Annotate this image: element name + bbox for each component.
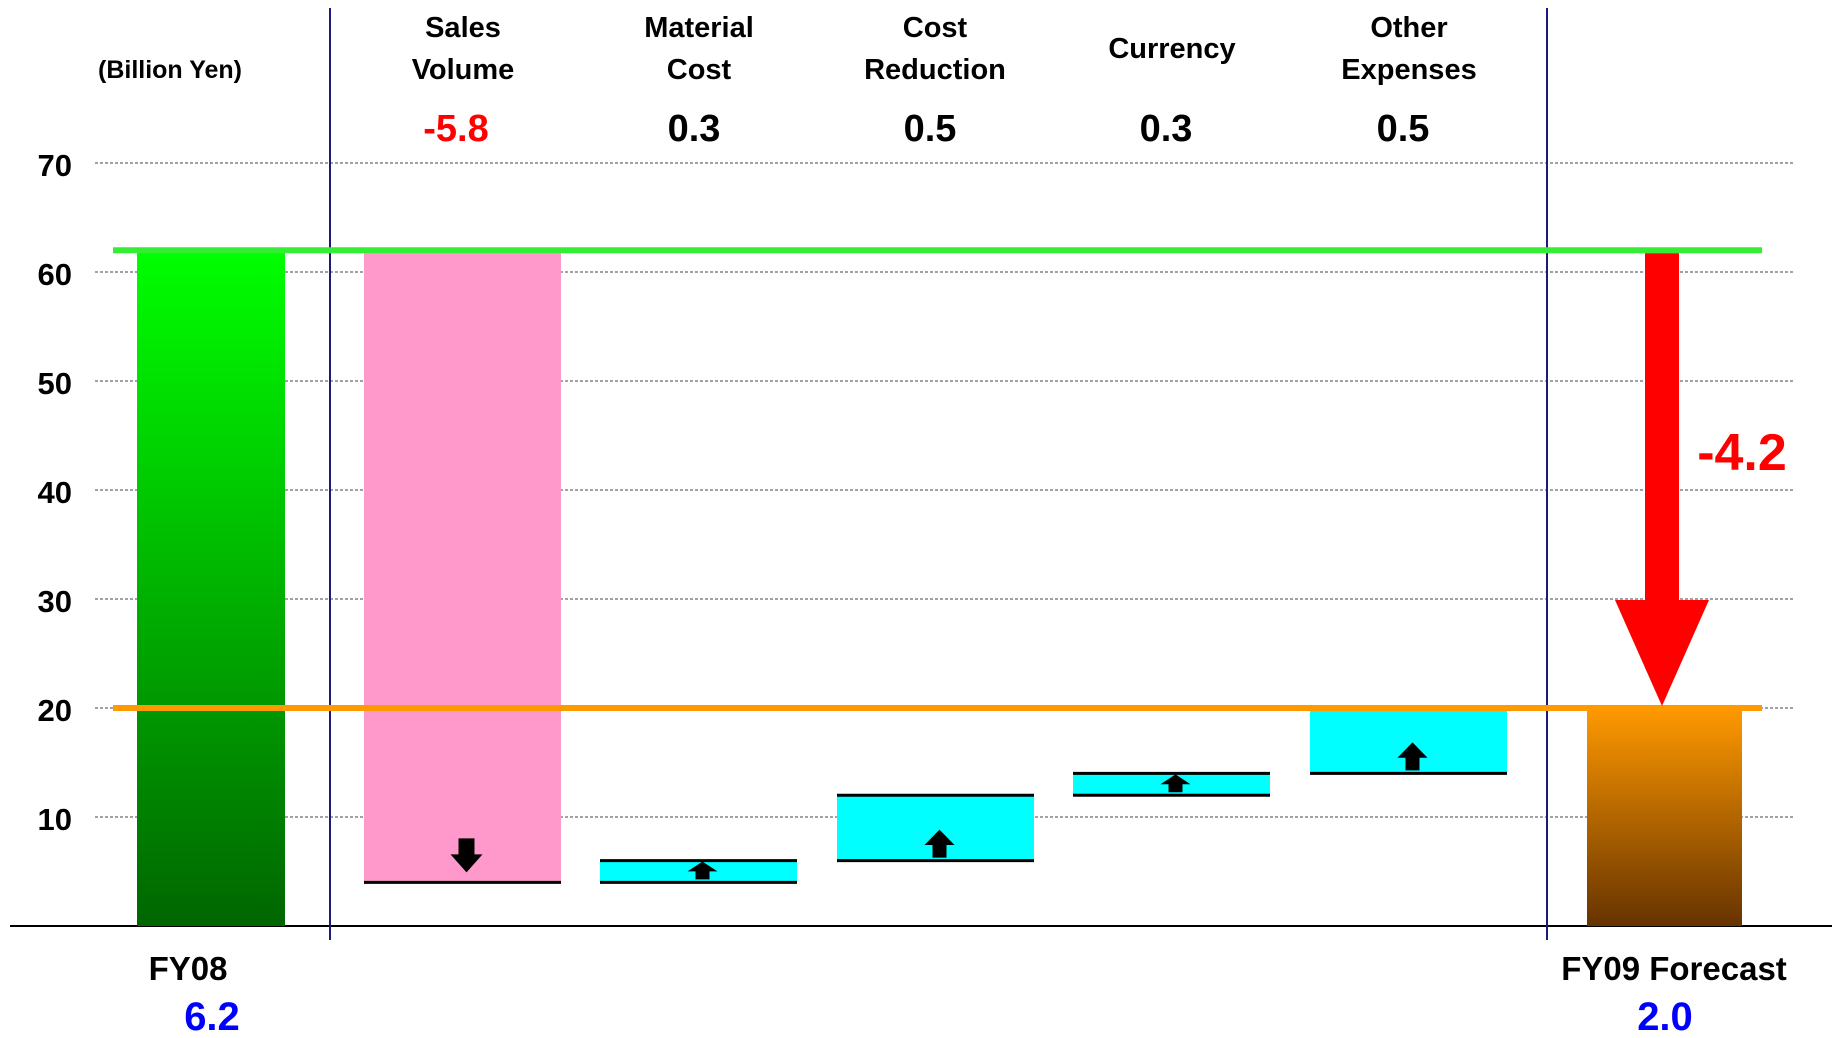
y-tick-label: 30 (38, 584, 72, 619)
up-arrow-icon (1397, 742, 1428, 771)
y-tick-label: 70 (38, 148, 72, 183)
up-arrow-icon (687, 861, 718, 880)
unit-label: (Billion Yen) (98, 56, 242, 84)
start-bar-label: FY08 (149, 950, 228, 987)
down-arrow-icon (450, 838, 483, 873)
delta-label-currency: 0.3 (1140, 108, 1193, 150)
start-bar-value: 6.2 (184, 995, 240, 1038)
y-tick-label: 60 (38, 257, 72, 292)
up-arrow-icon (924, 829, 955, 858)
category-label-cost-reduction: Cost (903, 12, 968, 44)
category-label-currency: Currency (1108, 33, 1235, 65)
y-tick-label: 50 (38, 366, 72, 401)
category-label-material-cost: Cost (667, 54, 732, 86)
reference-lines (113, 247, 1762, 711)
end-bar (1587, 708, 1742, 926)
category-label-sales-volume: Volume (412, 54, 515, 86)
y-tick-label: 20 (38, 693, 72, 728)
category-label-material-cost: Material (644, 12, 754, 44)
category-label-sales-volume: Sales (425, 12, 501, 44)
category-label-other-expenses: Expenses (1341, 54, 1476, 86)
y-tick-label: 10 (38, 802, 72, 837)
delta-label-material-cost: 0.3 (668, 108, 721, 150)
bars (137, 250, 1742, 926)
up-arrow-icon (1160, 774, 1191, 793)
end-bar-value: 2.0 (1637, 995, 1693, 1038)
category-label-other-expenses: Other (1370, 12, 1447, 44)
category-label-cost-reduction: Reduction (864, 54, 1006, 86)
delta-label-other-expenses: 0.5 (1377, 108, 1430, 150)
decrease-arrow-icon (1615, 253, 1709, 706)
delta-label-sales-volume: -5.8 (423, 108, 488, 150)
y-tick-label: 40 (38, 475, 72, 510)
total-change-label: -4.2 (1697, 424, 1787, 482)
start-bar (137, 250, 285, 926)
end-bar-label: FY09 Forecast (1561, 950, 1787, 987)
delta-label-cost-reduction: 0.5 (904, 108, 957, 150)
step-bar (364, 250, 561, 883)
